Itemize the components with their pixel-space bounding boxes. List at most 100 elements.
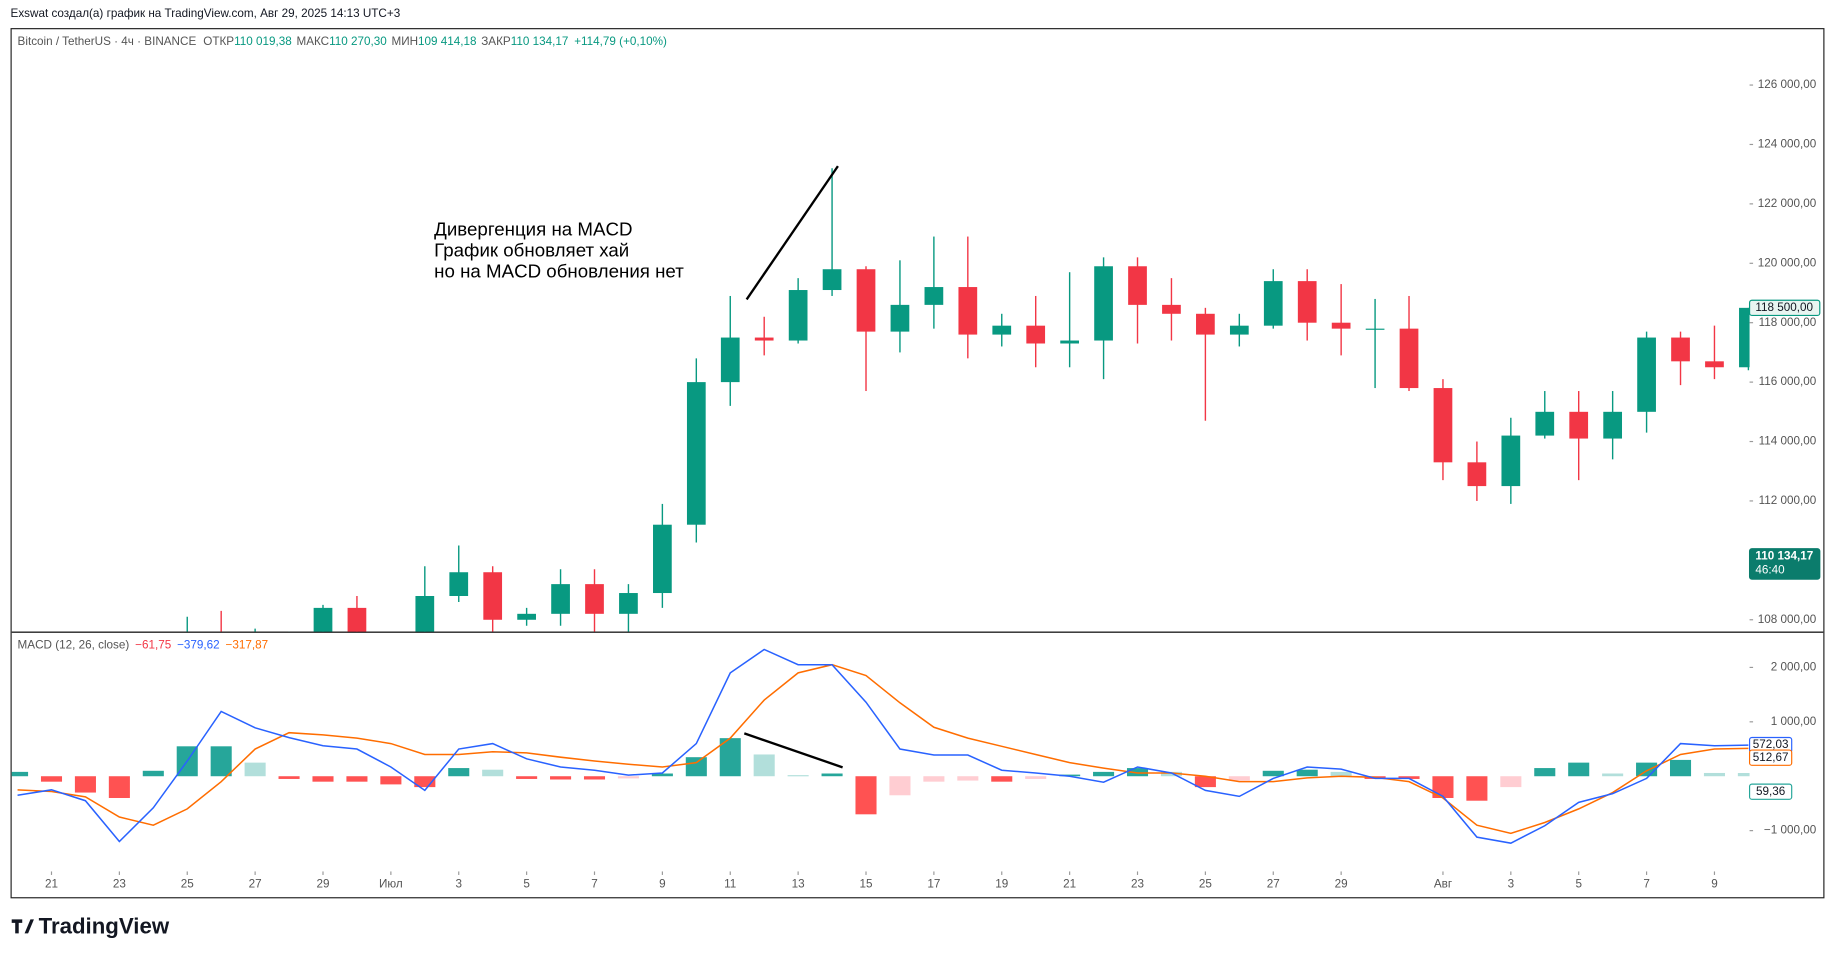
x-tick-label: Июл bbox=[379, 877, 403, 890]
y-tick-label: 2 000,00 bbox=[1771, 661, 1817, 674]
candle-body bbox=[1603, 411, 1623, 439]
macd-title: MACD (12, 26, close) bbox=[18, 639, 130, 652]
x-tick-label: 25 bbox=[1199, 877, 1213, 890]
x-tick-label: 19 bbox=[995, 877, 1008, 890]
candle-body bbox=[788, 290, 808, 341]
candle-body bbox=[686, 382, 706, 525]
macd-legend-value: −61,75 bbox=[135, 639, 172, 652]
y-tick-label: 120 000,00 bbox=[1758, 256, 1817, 269]
y-tick-label: 108 000,00 bbox=[1758, 613, 1817, 626]
x-tick-label: 5 bbox=[523, 877, 530, 890]
x-tick-label: 7 bbox=[591, 877, 598, 890]
legend-value: 110 270,30 bbox=[329, 35, 387, 48]
candle-body bbox=[1026, 325, 1046, 344]
histogram-bar bbox=[1602, 773, 1624, 777]
candle-body bbox=[924, 287, 944, 305]
x-tick-label: 27 bbox=[1267, 877, 1280, 890]
x-tick-label: 9 bbox=[659, 877, 666, 890]
value-tag-label: 59,36 bbox=[1756, 785, 1785, 798]
histogram-bar bbox=[991, 776, 1013, 782]
price-tag-label: 118 500,00 bbox=[1755, 301, 1813, 314]
x-tick-label: 29 bbox=[316, 877, 329, 890]
x-tick-label: 23 bbox=[1131, 877, 1144, 890]
candle-body bbox=[653, 524, 672, 594]
value-tag-label: 572,03 bbox=[1753, 738, 1789, 751]
histogram-bar bbox=[1398, 776, 1420, 779]
histogram-bar bbox=[1466, 776, 1488, 801]
histogram-bar bbox=[550, 776, 572, 780]
macd-legend-value: −317,87 bbox=[226, 639, 269, 652]
candle-body bbox=[1501, 435, 1521, 487]
legend-value: 109 414,18 bbox=[418, 35, 477, 48]
candle-body bbox=[1263, 281, 1283, 326]
histogram-bar bbox=[719, 738, 741, 777]
symbol-title: Bitcoin / TetherUS · 4ч · BINANCE bbox=[18, 35, 197, 48]
x-tick-label: 21 bbox=[45, 877, 58, 890]
candle-body bbox=[822, 269, 842, 291]
y-tick-label: 114 000,00 bbox=[1759, 435, 1817, 448]
histogram-bar bbox=[923, 776, 945, 782]
candle-body bbox=[551, 584, 570, 614]
candle-body bbox=[1331, 322, 1351, 329]
macd-line bbox=[17, 648, 1749, 844]
x-tick-label: Авг bbox=[1434, 877, 1452, 890]
candle-body bbox=[958, 287, 978, 335]
candle-body bbox=[856, 269, 876, 332]
histogram-bar bbox=[1330, 771, 1352, 777]
histogram-bar bbox=[312, 776, 334, 782]
y-tick-label: 1 000,00 bbox=[1771, 715, 1817, 728]
legend-change: +114,79 (+0,10%) bbox=[574, 35, 667, 48]
candle-body bbox=[1671, 337, 1690, 362]
price-tag bbox=[1748, 299, 1821, 317]
histogram-bar bbox=[1534, 768, 1556, 777]
chart-frame bbox=[10, 28, 1825, 899]
price-tag bbox=[1748, 548, 1821, 580]
candle-body bbox=[1739, 307, 1750, 368]
candle-body bbox=[1433, 388, 1453, 463]
logo-text: TradingView bbox=[39, 913, 170, 938]
value-tag bbox=[1748, 749, 1793, 766]
histogram-bar bbox=[685, 757, 707, 777]
candle-body bbox=[1297, 281, 1317, 323]
legend-value: 110 134,17 bbox=[511, 35, 569, 48]
candle-body bbox=[992, 325, 1012, 335]
histogram-bar bbox=[855, 776, 877, 815]
histogram-bar bbox=[1432, 776, 1454, 798]
price-tag-label: 110 134,17 bbox=[1755, 549, 1813, 562]
legend-label: ОТКР bbox=[203, 35, 234, 48]
x-tick-label: 9 bbox=[1711, 877, 1718, 890]
histogram-bar bbox=[1669, 759, 1692, 777]
histogram-bar bbox=[1262, 770, 1284, 777]
histogram-bar bbox=[821, 773, 843, 777]
histogram-bar bbox=[1093, 771, 1115, 777]
histogram-bar bbox=[1500, 776, 1522, 788]
histogram-bar bbox=[1636, 762, 1658, 777]
trend-line bbox=[743, 732, 843, 769]
histogram-bar bbox=[1296, 769, 1318, 777]
value-tag bbox=[1748, 783, 1793, 800]
annotation-line: График обновляет хай bbox=[434, 239, 629, 260]
x-tick-label: 17 bbox=[927, 877, 940, 890]
candle-body bbox=[619, 593, 638, 614]
histogram-bar bbox=[108, 776, 130, 798]
candle-body bbox=[1128, 266, 1147, 305]
histogram-bar bbox=[74, 776, 96, 793]
legend-label: МАКС bbox=[296, 35, 329, 48]
histogram-bar bbox=[957, 776, 979, 781]
logo-icon bbox=[11, 919, 34, 934]
histogram-bar bbox=[1059, 774, 1081, 777]
histogram-bar bbox=[583, 776, 606, 780]
candle-body bbox=[1196, 313, 1215, 335]
price-pane bbox=[186, 168, 1750, 632]
candle-body bbox=[1365, 328, 1385, 330]
y-tick-label: 124 000,00 bbox=[1758, 138, 1817, 151]
macd-legend: MACD (12, 26, close) −61,75 −379,62 −317,87 bbox=[18, 639, 269, 652]
histogram-bar bbox=[516, 776, 538, 779]
histogram-bar bbox=[1025, 776, 1047, 779]
candle-body bbox=[1535, 411, 1555, 436]
histogram-bar bbox=[753, 754, 775, 777]
x-tick-label: 23 bbox=[113, 877, 126, 890]
x-tick-label: 3 bbox=[455, 877, 462, 890]
